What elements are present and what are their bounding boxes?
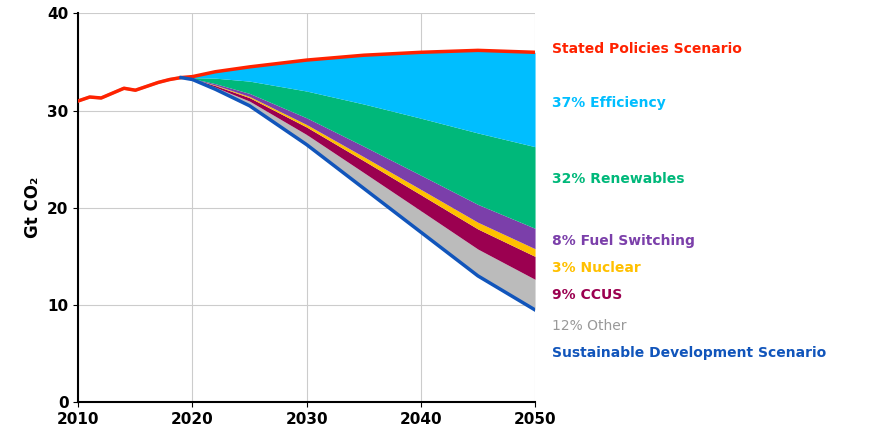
Text: 3% Nuclear: 3% Nuclear <box>552 261 640 275</box>
Text: Stated Policies Scenario: Stated Policies Scenario <box>552 42 741 56</box>
Text: 9% CCUS: 9% CCUS <box>552 288 622 302</box>
Text: 12% Other: 12% Other <box>552 319 627 333</box>
Text: 8% Fuel Switching: 8% Fuel Switching <box>552 234 694 249</box>
Text: Sustainable Development Scenario: Sustainable Development Scenario <box>552 346 826 360</box>
Y-axis label: Gt CO₂: Gt CO₂ <box>23 177 42 239</box>
Text: 37% Efficiency: 37% Efficiency <box>552 96 666 110</box>
Text: 32% Renewables: 32% Renewables <box>552 172 684 186</box>
